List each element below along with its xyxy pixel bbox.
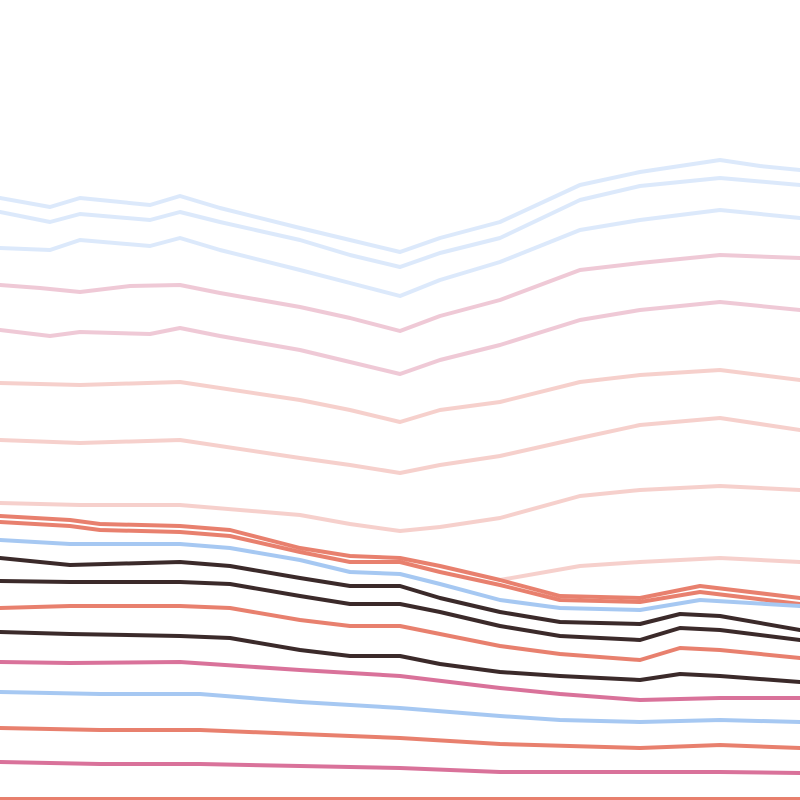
wave-line <box>0 176 800 269</box>
wave-line <box>0 630 800 684</box>
wave-line <box>0 538 800 612</box>
wave-line <box>498 556 800 582</box>
wave-line <box>0 604 800 662</box>
wave-line <box>0 368 800 424</box>
wave-line <box>0 253 800 333</box>
wave-line <box>0 208 800 298</box>
wave-line <box>0 416 800 475</box>
wave-line <box>0 556 800 632</box>
wave-line <box>0 690 800 724</box>
wave-line <box>0 760 800 775</box>
wave-line <box>0 514 800 600</box>
wave-line <box>0 579 800 642</box>
wave-line <box>0 484 800 533</box>
wave-line <box>0 726 800 750</box>
wave-line <box>0 158 800 254</box>
wave-line <box>0 660 800 702</box>
wave-line <box>0 300 800 376</box>
wave-line <box>0 520 800 606</box>
